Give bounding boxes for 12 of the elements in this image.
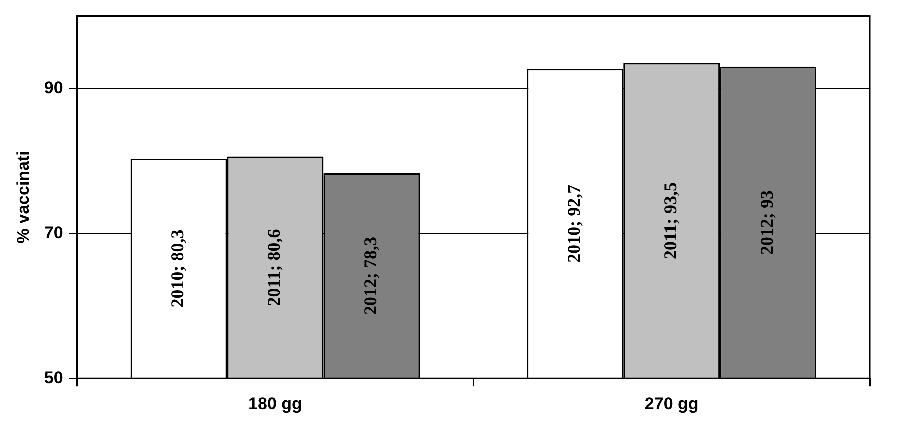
data-label: 2011; 93,5 [660,182,680,260]
data-label: 2010; 92,7 [564,184,584,263]
y-tick-label: 90 [44,78,64,98]
y-tick-label: 70 [44,223,64,242]
data-label: 2012; 78,3 [360,237,381,316]
x-tick-label: 270 gg [644,394,699,414]
data-label: 2011; 80,6 [264,229,284,306]
y-axis-title: % vaccinati [14,151,33,244]
y-tick-label: 50 [44,368,64,388]
x-tick-label: 180 gg [248,394,302,414]
data-label: 2012; 93 [756,190,777,256]
data-label: 2010; 80,3 [168,230,188,308]
